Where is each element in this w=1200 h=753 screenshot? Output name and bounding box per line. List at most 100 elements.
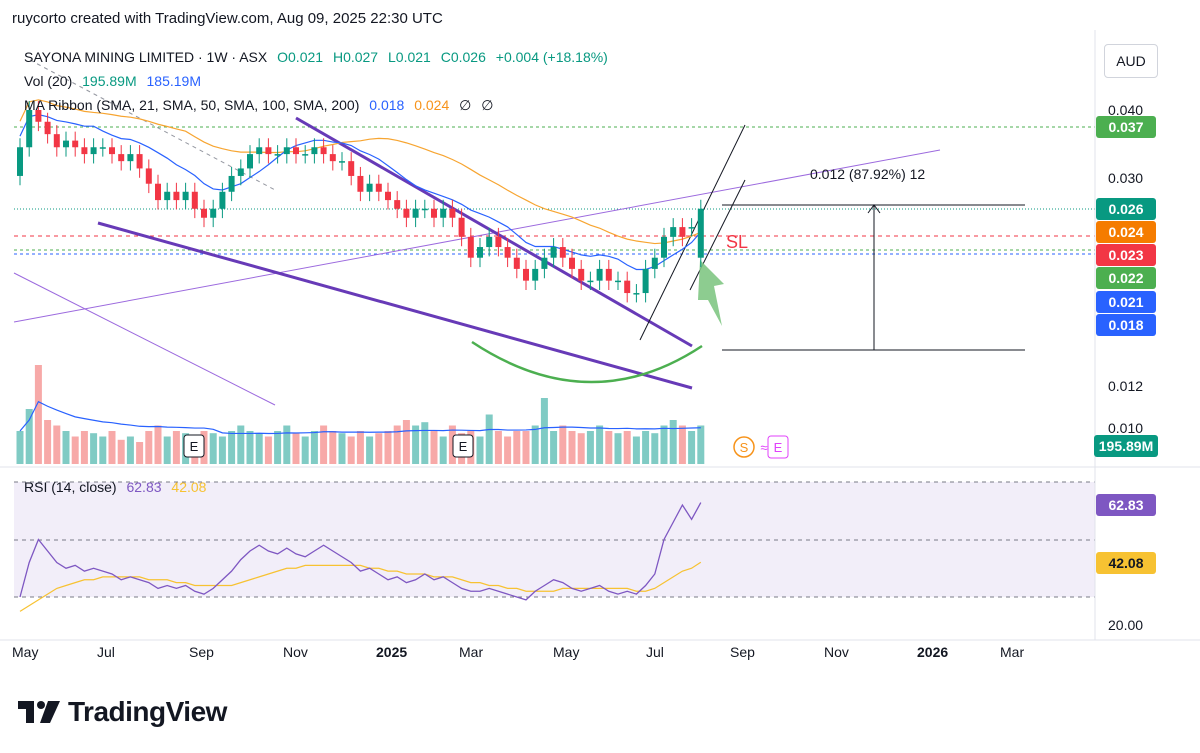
volume-bar [163, 436, 171, 464]
candle-body [670, 227, 677, 237]
volume-bar [550, 431, 558, 464]
candle-body [624, 280, 631, 294]
candle-body [35, 110, 42, 122]
price-label-026: 0.026 [1096, 198, 1156, 220]
candle-body [523, 268, 529, 281]
candle-body [53, 134, 60, 148]
price-label-037: 0.037 [1096, 116, 1156, 138]
svg-text:S: S [740, 440, 749, 455]
candle-body [191, 191, 198, 209]
candle-body [486, 236, 493, 248]
price-label-022: 0.022 [1096, 267, 1156, 289]
volume-bar [430, 431, 438, 464]
volume-bar [209, 433, 217, 464]
candle-body [90, 147, 97, 155]
brand-name: TradingView [68, 696, 227, 727]
x-tick: Nov [824, 644, 849, 660]
volume-bar [16, 431, 24, 464]
legend-vol-label[interactable]: Vol (20) [24, 73, 73, 89]
candle-body [256, 147, 263, 155]
candle-body [431, 208, 437, 218]
chart-canvas[interactable]: E E S ≈ E SL 0.012 (87.92%) 12 [0, 0, 1200, 680]
x-tick: 2026 [917, 644, 949, 660]
attribution-text: ruycorto created with TradingView.com, A… [12, 10, 443, 27]
volume-bar [559, 425, 567, 464]
x-tick: Mar [459, 644, 484, 660]
candle-body [173, 191, 180, 201]
currency-button[interactable]: AUD [1104, 44, 1158, 78]
candle-body [99, 147, 106, 149]
price-label-rsi-ma: 42.08 [1096, 552, 1156, 574]
rounded-bottom-arc [471, 340, 703, 384]
x-tick: Jul [97, 644, 115, 660]
volume-bar [274, 431, 282, 464]
candle-body [228, 175, 235, 192]
candle-body [164, 191, 171, 201]
legend-ma-label[interactable]: MA Ribbon (SMA, 21, SMA, 50, SMA, 100, S… [24, 97, 360, 113]
price-label-024: 0.024 [1096, 221, 1156, 243]
legend-ma-val-1: 0.018 [369, 97, 405, 113]
candle-body [578, 268, 585, 281]
volume-bar [402, 420, 410, 464]
candle-body [688, 227, 695, 229]
candle-body [348, 161, 355, 176]
x-tick: Nov [283, 644, 308, 660]
candle-body [219, 191, 226, 209]
earnings-marker-1[interactable]: E [183, 434, 205, 458]
volume-bar [596, 425, 604, 464]
candle-body [394, 200, 401, 209]
x-tick: May [553, 644, 580, 660]
volume-bar [310, 431, 318, 464]
y-tick-2: 0.012 [1108, 378, 1144, 394]
volume-bar [494, 431, 502, 464]
earnings-marker-2[interactable]: E [452, 434, 474, 458]
x-tick: Mar [1000, 644, 1025, 660]
volume-bar [651, 433, 659, 464]
candle-body [17, 147, 23, 176]
volume-bar [53, 425, 61, 464]
volume-bar [25, 409, 33, 464]
legend-rsi-row: RSI (14, close) 62.83 42.08 [24, 479, 212, 495]
dividend-marker[interactable]: E [767, 435, 789, 459]
volume-bar [513, 431, 521, 464]
legend-rsi-ma: 42.08 [171, 479, 207, 495]
candle-body [44, 121, 51, 135]
x-tick: Sep [189, 644, 214, 660]
volume-bar [697, 425, 705, 464]
volume-bar [660, 425, 668, 464]
sma-21-line [19, 114, 702, 271]
volume-bar [71, 436, 79, 464]
green-arrow [698, 260, 724, 326]
candle-body [311, 147, 318, 155]
candle-body [136, 154, 143, 169]
rsi-ma-line [19, 561, 702, 612]
x-tick: 2025 [376, 644, 408, 660]
price-label-021: 0.021 [1096, 291, 1156, 313]
candle-body [642, 268, 649, 294]
split-marker[interactable]: S ≈ [733, 436, 768, 458]
volume-bar [108, 431, 116, 464]
candle-body [72, 140, 79, 148]
legend-ma-val-3: ∅ [459, 97, 472, 113]
svg-text:E: E [190, 439, 199, 454]
candle-body [587, 280, 594, 283]
candle-body [265, 147, 272, 155]
rsi-pane [14, 481, 1095, 612]
volume-bar [485, 414, 493, 464]
candle-body [302, 154, 309, 156]
candle-body [385, 191, 391, 201]
candle-body [375, 183, 382, 192]
candle-body [458, 217, 465, 237]
volume-bar [522, 431, 530, 464]
legend-rsi-label[interactable]: RSI (14, close) [24, 479, 117, 495]
volume-bar [117, 439, 125, 464]
tradingview-brand[interactable]: TradingView [18, 696, 227, 728]
measure-label: 0.012 (87.92%) 12 [810, 166, 925, 182]
svg-text:≈: ≈ [760, 440, 767, 455]
legend-symbol[interactable]: SAYONA MINING LIMITED · 1W · ASX [24, 49, 268, 65]
trendline-upper-channel [13, 149, 941, 323]
candle-body [182, 191, 189, 201]
trendline-upper-wedge [295, 116, 693, 348]
x-tick: Jul [646, 644, 664, 660]
volume-bar [34, 365, 42, 464]
